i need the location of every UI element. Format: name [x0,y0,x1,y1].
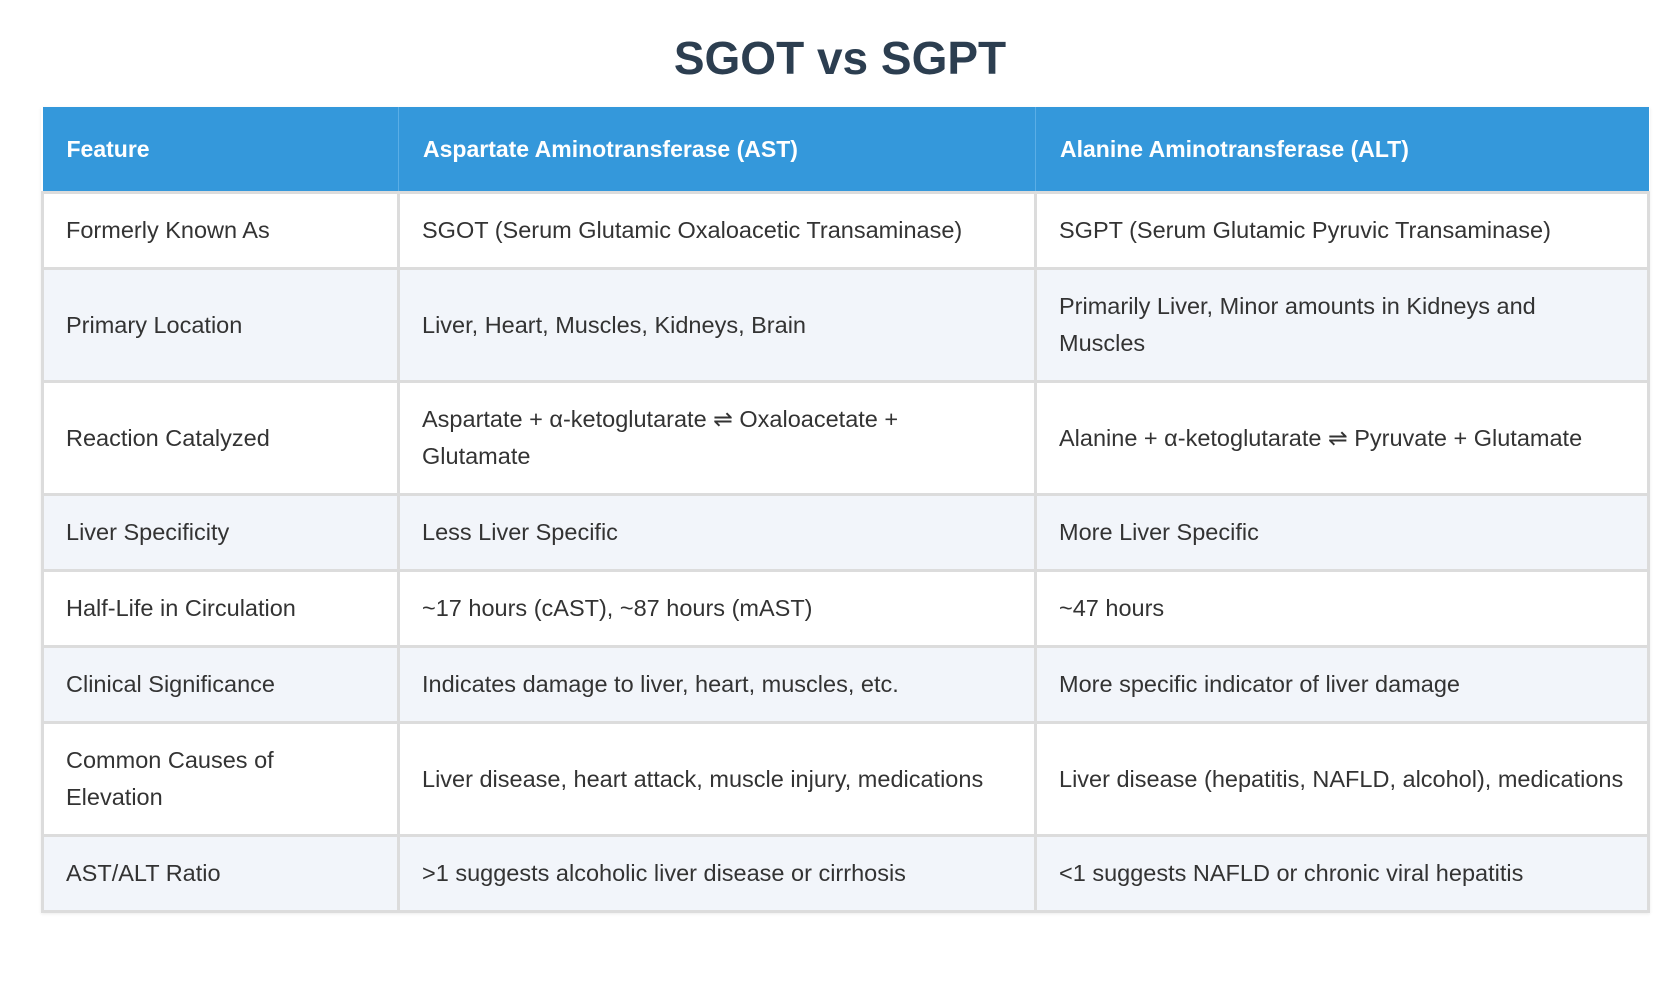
ast-cell: Less Liver Specific [397,493,1037,572]
ast-cell: SGOT (Serum Glutamic Oxaloacetic Transam… [397,191,1037,270]
header-ast: Aspartate Aminotransferase (AST) [398,107,1036,193]
table-row: Primary Location Liver, Heart, Muscles, K… [41,267,1650,383]
ast-cell: Indicates damage to liver, heart, muscle… [397,645,1037,724]
table-row: AST/ALT Ratio >1 suggests alcoholic liver… [41,834,1650,913]
header-row: Feature Aspartate Aminotransferase (AST)… [42,107,1649,193]
alt-cell: <1 suggests NAFLD or chronic viral hepat… [1034,834,1650,913]
header-alt: Alanine Aminotransferase (ALT) [1035,107,1649,193]
table-row: Clinical Significance Indicates damage to… [41,645,1650,724]
feature-cell: Half-Life in Circulation [41,569,400,648]
table-row: Common Causes of Elevation Liver disease,… [41,721,1650,837]
alt-cell: ~47 hours [1034,569,1650,648]
feature-cell: AST/ALT Ratio [41,834,400,913]
alt-cell: Liver disease (hepatitis, NAFLD, alcohol… [1034,721,1650,837]
ast-cell: Liver, Heart, Muscles, Kidneys, Brain [397,267,1037,383]
table-row: Reaction Catalyzed Aspartate + α-ketoglut… [41,380,1650,496]
ast-cell: Liver disease, heart attack, muscle inju… [397,721,1037,837]
table-row: Formerly Known As SGOT (Serum Glutamic Ox… [41,191,1650,270]
feature-cell: Common Causes of Elevation [41,721,400,837]
feature-cell: Formerly Known As [41,191,400,270]
alt-cell: More Liver Specific [1034,493,1650,572]
ast-cell: >1 suggests alcoholic liver disease or c… [397,834,1037,913]
feature-cell: Reaction Catalyzed [41,380,400,496]
alt-cell: More specific indicator of liver damage [1034,645,1650,724]
table-row: Liver Specificity Less Liver Specific More… [41,493,1650,572]
page-title: SGOT vs SGPT [673,32,1007,84]
alt-cell: Alanine + α-ketoglutarate ⇌ Pyruvate + G… [1034,380,1650,496]
comparison-table: Feature Aspartate Aminotransferase (AST)… [41,107,1650,913]
header-feature: Feature [42,107,399,193]
feature-cell: Liver Specificity [41,493,400,572]
alt-cell: Primarily Liver, Minor amounts in Kidney… [1034,267,1650,383]
ast-cell: ~17 hours (cAST), ~87 hours (mAST) [397,569,1037,648]
table-row: Half-Life in Circulation ~17 hours (cAST)… [41,569,1650,648]
feature-cell: Clinical Significance [41,645,400,724]
ast-cell: Aspartate + α-ketoglutarate ⇌ Oxaloaceta… [397,380,1037,496]
feature-cell: Primary Location [41,267,400,383]
alt-cell: SGPT (Serum Glutamic Pyruvic Transaminas… [1034,191,1650,270]
